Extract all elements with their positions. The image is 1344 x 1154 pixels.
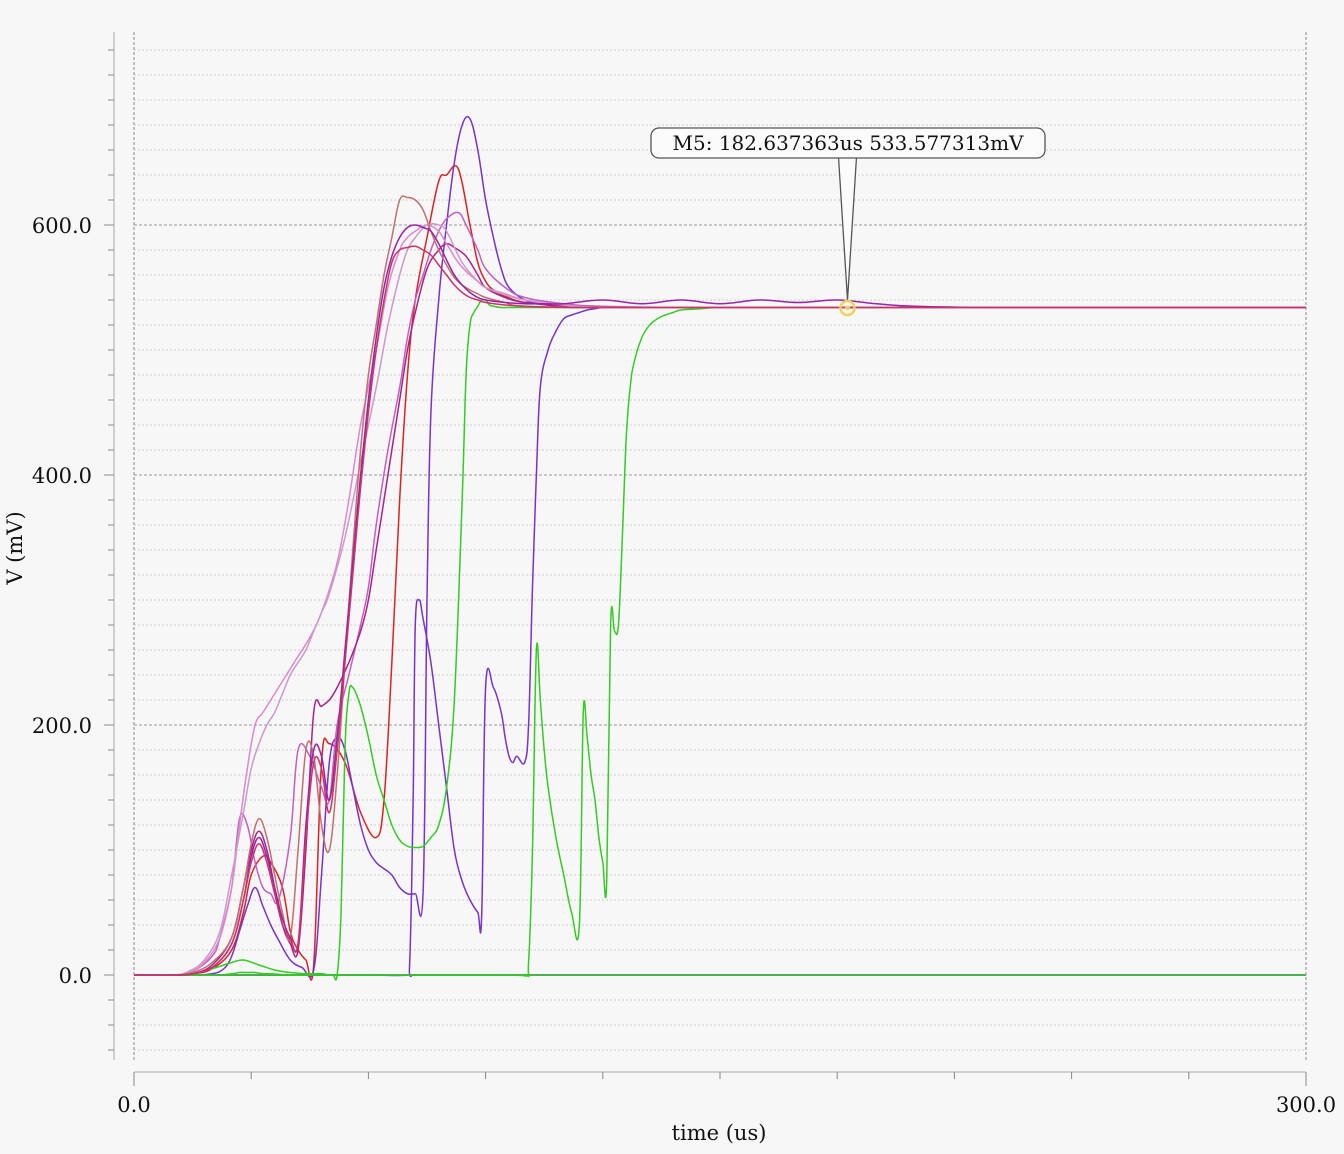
tick-labels: 0.0 200.0 400.0 600.0 0.0 300.0 <box>32 214 1336 1117</box>
series-line-14[interactable] <box>133 224 1306 976</box>
series-line-9[interactable] <box>133 211 1306 977</box>
marker-dot <box>845 305 851 311</box>
axes <box>104 32 1307 1086</box>
series-line-8[interactable] <box>133 971 1306 976</box>
x-tick-label: 0.0 <box>117 1093 150 1117</box>
callout-box <box>650 127 1046 159</box>
y-tick-label: 400.0 <box>32 464 92 488</box>
series-line-13[interactable] <box>133 195 1306 976</box>
marker-label: M5: 182.637363us 533.577313mV <box>673 131 1025 155</box>
y-axis-label: V (mV) <box>3 511 27 585</box>
series-line-15[interactable] <box>133 245 1306 976</box>
series-line-7[interactable] <box>133 306 1306 978</box>
series-line-10[interactable] <box>133 242 1306 976</box>
y-tick-label: 200.0 <box>32 714 92 738</box>
x-tick-label: 300.0 <box>1276 1093 1336 1117</box>
y-tick-label: 0.0 <box>59 964 92 988</box>
x-axis-label: time (us) <box>672 1121 767 1145</box>
series-line-6[interactable] <box>133 298 1306 981</box>
grid-lines <box>134 49 1306 1051</box>
series-layer <box>133 115 1306 981</box>
marker-point[interactable] <box>839 299 856 317</box>
marker-callout[interactable]: M5: 182.637363us 533.577313mV <box>650 127 1046 317</box>
y-tick-label: 600.0 <box>32 214 92 238</box>
series-line-12[interactable] <box>133 222 1306 977</box>
